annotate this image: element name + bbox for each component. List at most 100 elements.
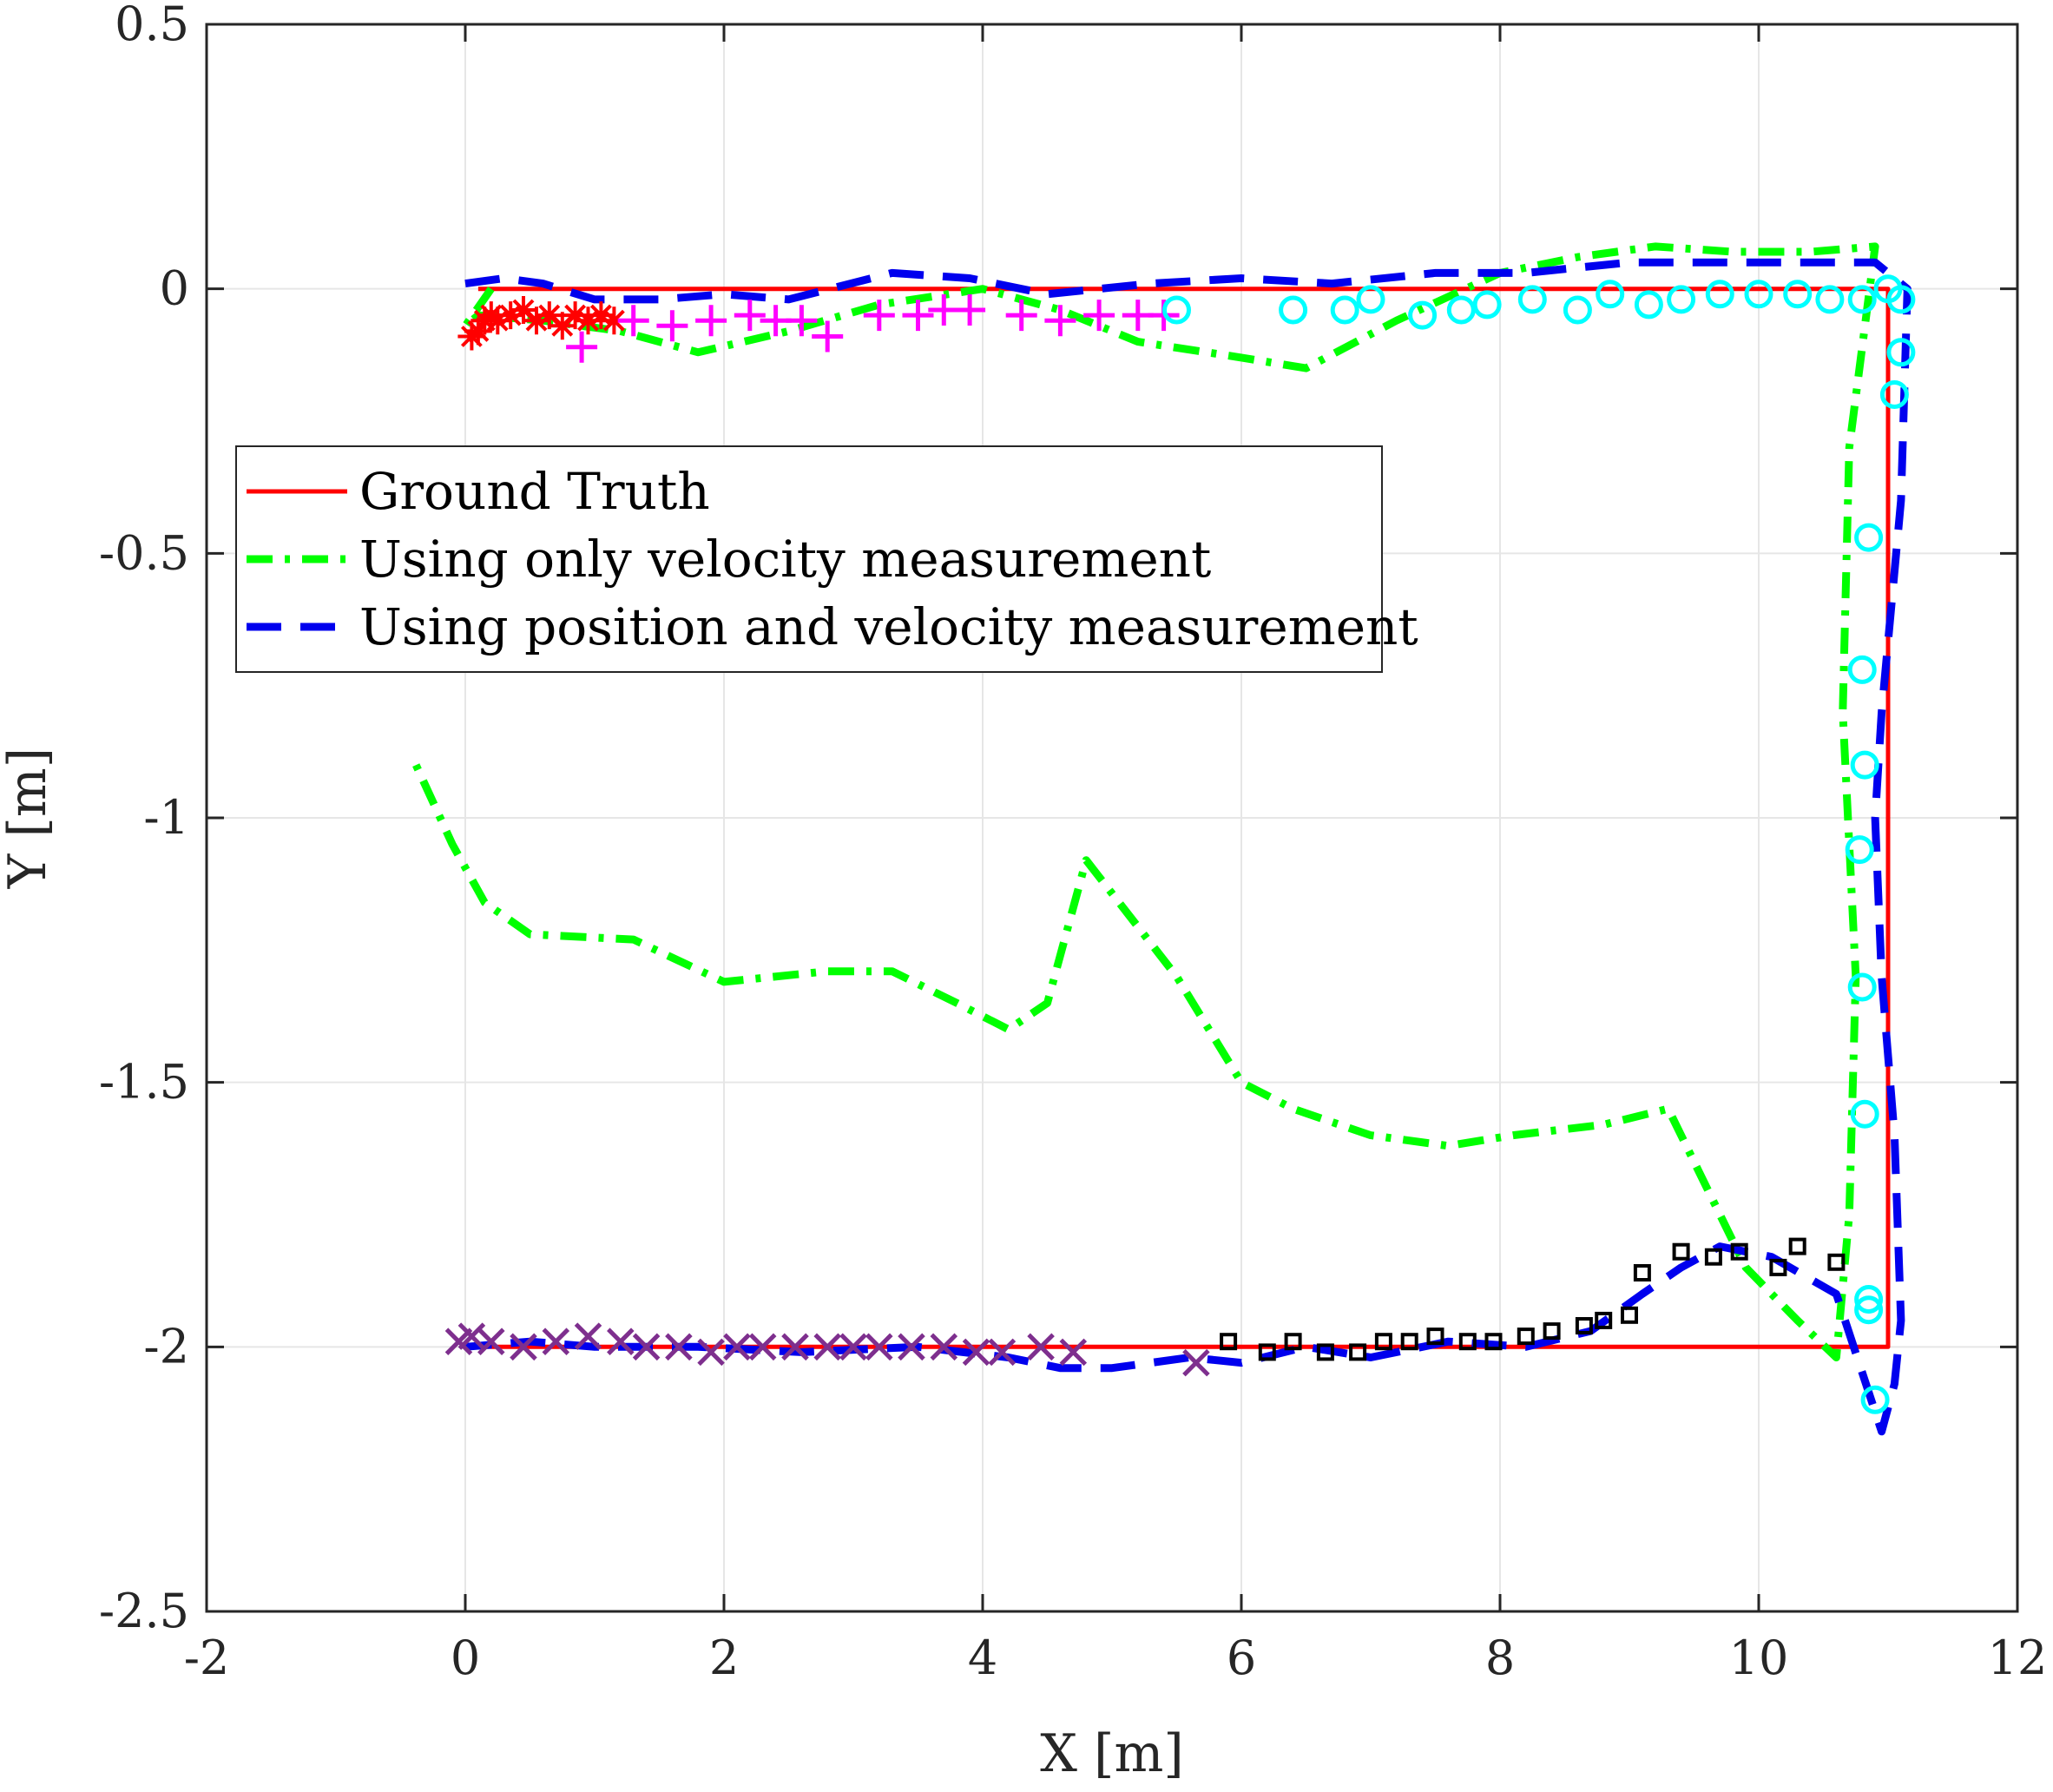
data-point-circle xyxy=(1860,1385,1890,1414)
data-point-square xyxy=(1258,1343,1276,1361)
marker-circle xyxy=(1854,1285,1884,1314)
marker-x xyxy=(839,1333,867,1361)
marker-x xyxy=(574,1322,602,1350)
marker-circle xyxy=(1162,295,1191,325)
marker-x xyxy=(962,1338,990,1367)
marker-square xyxy=(1458,1333,1477,1351)
legend-label: Using position and velocity measurement xyxy=(359,597,1418,656)
marker-square xyxy=(1621,1306,1638,1324)
data-point-circle xyxy=(1162,295,1191,325)
data-point-plus xyxy=(734,300,766,332)
data-point-circle xyxy=(1845,835,1874,865)
data-point-circle xyxy=(1850,750,1879,780)
data-point-square xyxy=(1621,1306,1638,1324)
x-tick-label: 12 xyxy=(1988,1631,2048,1685)
y-tick-label: -0.5 xyxy=(99,525,189,580)
data-point-asterisk xyxy=(600,306,628,335)
data-point-square xyxy=(1730,1242,1748,1261)
legend-label: Using only velocity measurement xyxy=(359,530,1211,589)
marker-circle xyxy=(1705,280,1734,309)
marker-asterisk xyxy=(464,317,492,346)
data-point-square xyxy=(1426,1328,1444,1346)
data-point-x xyxy=(1027,1333,1055,1361)
data-point-x xyxy=(865,1333,893,1361)
data-point-circle xyxy=(1330,295,1359,325)
marker-plus xyxy=(695,305,727,337)
data-point-asterisk xyxy=(510,296,537,324)
data-point-asterisk xyxy=(587,301,615,330)
series-line-2 xyxy=(464,258,1912,1436)
marker-asterisk xyxy=(497,301,525,330)
data-point-x xyxy=(542,1328,570,1355)
marker-asterisk xyxy=(600,306,628,335)
marker-square xyxy=(1730,1242,1748,1261)
x-axis-label: X [m] xyxy=(1040,1723,1184,1784)
data-point-square xyxy=(1220,1333,1238,1351)
marker-plus xyxy=(1044,305,1076,337)
y-tick-labels: -2.5 -2 -1.5 -1 -0.5 0 0.5 xyxy=(99,0,189,1638)
data-point-circle xyxy=(1517,285,1547,314)
marker-asterisk xyxy=(561,301,589,330)
marker-x xyxy=(542,1328,570,1355)
marker-asterisk xyxy=(484,306,512,335)
data-point-square xyxy=(1788,1237,1806,1255)
data-point-square xyxy=(1400,1333,1418,1351)
data-point-asterisk xyxy=(574,306,602,335)
marker-circle xyxy=(1850,1099,1879,1129)
y-axis-label: Y [m] xyxy=(0,748,58,889)
x-tick-label: -2 xyxy=(184,1631,230,1685)
data-point-x xyxy=(1182,1348,1210,1377)
data-point-square xyxy=(1374,1333,1392,1351)
data-point-x xyxy=(697,1338,725,1367)
data-point-x xyxy=(1059,1338,1088,1367)
data-point-plus xyxy=(566,331,598,363)
data-point-circle xyxy=(1705,280,1734,309)
marker-circle xyxy=(1446,295,1476,325)
data-point-square xyxy=(1595,1311,1613,1329)
y-tick-label: -2.5 xyxy=(99,1584,189,1638)
y-tick-label: 0.5 xyxy=(115,0,189,51)
marker-x xyxy=(723,1333,751,1361)
marker-circle xyxy=(1408,300,1438,330)
data-point-circle xyxy=(1847,285,1877,314)
marker-circle xyxy=(1330,295,1359,325)
marker-plus xyxy=(863,300,895,332)
data-point-circle xyxy=(1886,338,1916,367)
marker-square xyxy=(1426,1328,1444,1346)
marker-square xyxy=(1788,1237,1806,1255)
data-point-square xyxy=(1769,1258,1787,1276)
marker-circle xyxy=(1860,1385,1890,1414)
data-point-circle xyxy=(1563,295,1592,325)
marker-x xyxy=(510,1333,537,1361)
marker-circle xyxy=(1667,285,1696,314)
axis-ticks xyxy=(205,23,2019,1613)
marker-circle xyxy=(1634,290,1663,320)
marker-asterisk xyxy=(510,296,537,324)
marker-circle xyxy=(1279,295,1308,325)
data-point-square xyxy=(1517,1328,1535,1346)
x-tick-label: 4 xyxy=(968,1631,997,1685)
data-point-circle xyxy=(1847,972,1877,1002)
marker-x xyxy=(865,1333,893,1361)
data-point-plus xyxy=(695,305,727,337)
data-point-square xyxy=(1316,1343,1334,1361)
data-point-circle xyxy=(1472,290,1502,320)
x-tick-label: 6 xyxy=(1227,1631,1256,1685)
data-point-square xyxy=(1458,1333,1477,1351)
marker-square xyxy=(1374,1333,1392,1351)
data-point-circle xyxy=(1408,300,1438,330)
marker-x xyxy=(988,1338,1017,1367)
marker-square xyxy=(1704,1248,1722,1266)
data-point-asterisk xyxy=(548,312,576,340)
marker-plus xyxy=(786,305,818,337)
data-point-asterisk xyxy=(535,301,563,330)
marker-circle xyxy=(1886,338,1916,367)
data-point-circle xyxy=(1744,280,1773,309)
data-point-circle xyxy=(1634,290,1663,320)
marker-circle xyxy=(1847,972,1877,1002)
marker-plus xyxy=(734,300,766,332)
data-point-square xyxy=(1704,1248,1722,1266)
data-point-plus xyxy=(1005,300,1037,332)
data-point-x xyxy=(665,1333,693,1361)
